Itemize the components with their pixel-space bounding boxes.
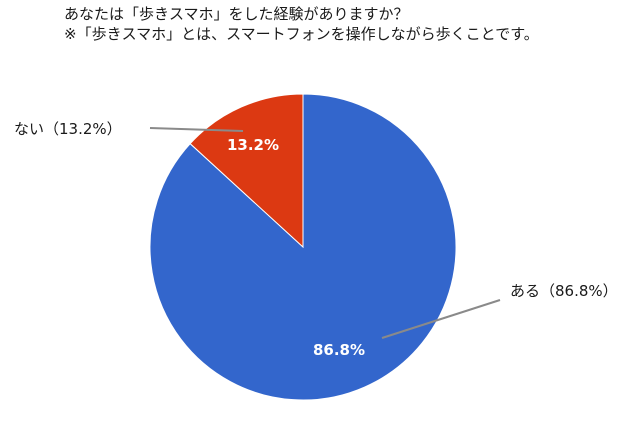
callout-line-ある (381, 299, 501, 339)
data-label-ない: 13.2% (227, 136, 279, 154)
pie-slice-ない (189, 93, 304, 249)
callout-label-ない: ない（13.2%） (14, 120, 122, 138)
data-label-ある: 86.8% (313, 341, 365, 359)
chart-title: あなたは「歩きスマホ」をした経験がありますか？ (64, 5, 409, 23)
chart-subtitle: ※「歩きスマホ」とは、スマートフォンを操作しながら歩くことです。 (64, 25, 539, 43)
chart-title-block: あなたは「歩きスマホ」をした経験がありますか？ ※「歩きスマホ」とは、スマートフ… (64, 4, 624, 44)
callout-label-ある: ある（86.8%） (510, 282, 618, 300)
callout-line-ない (149, 127, 244, 132)
